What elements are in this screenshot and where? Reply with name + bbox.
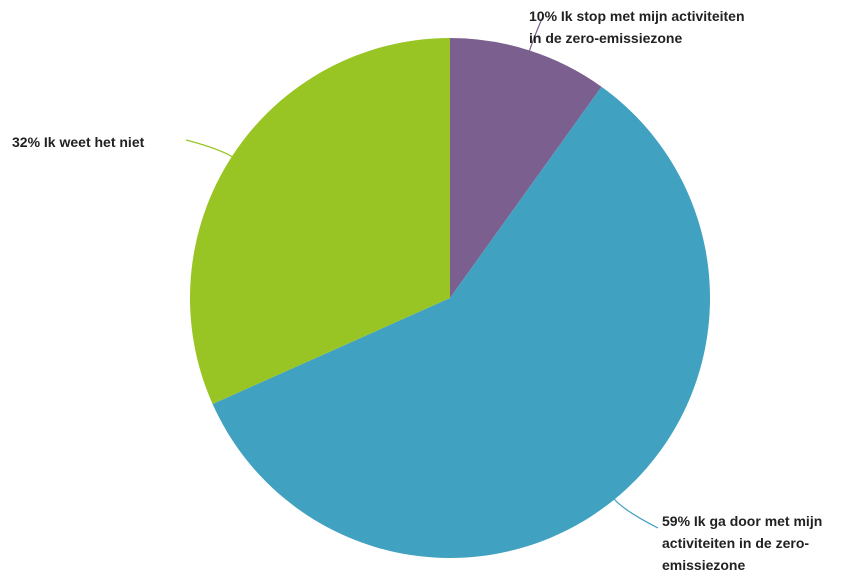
slice-label-unknown: 32% Ik weet het niet [12,134,145,150]
slice-label-stop: 10% Ik stop met mijn activiteiten in de … [529,8,748,46]
slice-label-continue-line-1: 59% Ik ga door met mijn [662,513,822,529]
pie-slice-stop [450,38,602,298]
pie-slice-continue [212,86,710,558]
slice-label-continue: 59% Ik ga door met mijn activiteiten in … [662,513,826,573]
pie-slice-unknown [190,38,451,404]
slice-label-unknown-line-1: 32% Ik weet het niet [12,134,145,150]
leader-line-continue [612,497,659,529]
slice-label-continue-line-2: activiteiten in de zero- [662,535,809,551]
slice-label-stop-line-2: in de zero-emissiezone [529,30,682,46]
slice-label-stop-line-1: 10% Ik stop met mijn activiteiten [529,8,745,24]
leader-line-unknown [185,139,234,159]
slice-label-continue-line-3: emissiezone [662,557,745,573]
leader-lines [185,13,659,529]
leader-line-stop [528,13,545,53]
pie-slices [190,38,710,558]
slice-labels: 10% Ik stop met mijn activiteiten in de … [12,8,826,573]
